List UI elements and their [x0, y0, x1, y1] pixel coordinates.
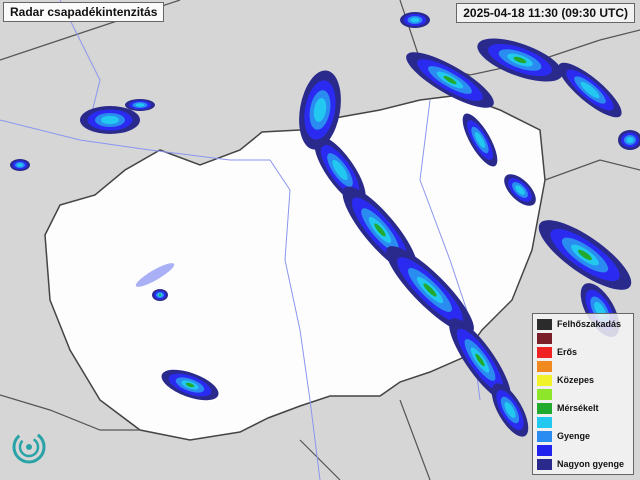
precip-cell [135, 103, 145, 107]
legend-item: Gyenge [537, 429, 629, 443]
legend-item [537, 415, 629, 429]
legend-swatch [537, 458, 552, 470]
precip-cell [474, 132, 486, 148]
precip-cell [313, 98, 327, 122]
precip-cell [578, 249, 592, 261]
legend-swatch [537, 402, 552, 414]
precip-cell [513, 56, 527, 64]
precip-cell [515, 185, 525, 195]
legend-swatch [537, 430, 552, 442]
legend-item: Felhőszakadás [537, 317, 629, 331]
precip-cell [475, 353, 485, 367]
precip-cell [626, 137, 634, 143]
map-title: Radar csapadékintenzitás [3, 2, 165, 22]
precip-cell [158, 294, 162, 296]
legend-swatch [537, 388, 552, 400]
legend: Felhőszakadás Erős Közepes Mérsékelt Gyenge N… [532, 313, 634, 475]
legend-label: Nagyon gyenge [557, 459, 625, 469]
legend-item [537, 443, 629, 457]
precip-cell [504, 402, 516, 418]
legend-label: Gyenge [557, 431, 591, 441]
legend-item [537, 387, 629, 401]
precip-cell [332, 159, 348, 181]
legend-item [537, 359, 629, 373]
legend-label: Közepes [557, 375, 595, 385]
precip-cell [185, 382, 195, 388]
precip-cell [101, 115, 119, 125]
legend-swatch [537, 332, 552, 344]
legend-swatch [537, 374, 552, 386]
legend-swatch [537, 346, 552, 358]
legend-label: Felhőszakadás [557, 319, 622, 329]
legend-item: Nagyon gyenge [537, 457, 629, 471]
legend-item: Erős [537, 345, 629, 359]
legend-swatch [537, 360, 552, 372]
precip-cell [17, 163, 23, 167]
legend-label: Mérsékelt [557, 403, 599, 413]
precip-cell [410, 17, 420, 23]
legend-label: Erős [557, 347, 578, 357]
met-service-logo-icon [12, 430, 46, 464]
precip-cell [374, 223, 386, 237]
precip-cell [580, 81, 600, 99]
legend-swatch [537, 444, 552, 456]
precip-cell [443, 75, 457, 85]
legend-swatch [537, 318, 552, 330]
legend-item: Közepes [537, 373, 629, 387]
precipitation [10, 12, 640, 437]
legend-swatch [537, 416, 552, 428]
legend-item [537, 331, 629, 345]
timestamp: 2025-04-18 11:30 (09:30 UTC) [456, 3, 635, 23]
legend-item: Mérsékelt [537, 401, 629, 415]
precip-cell [423, 283, 437, 297]
